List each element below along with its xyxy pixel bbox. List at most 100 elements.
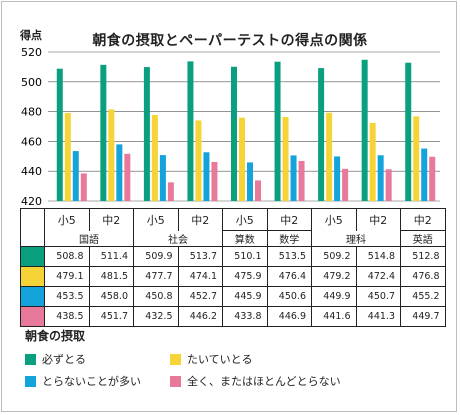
swatch: [21, 307, 44, 326]
y-tick-label: 500: [21, 76, 42, 89]
bar-1-4: [187, 61, 194, 202]
bar-3-2: [116, 144, 123, 201]
bar-chart: 420 440 460 480 500 520: [21, 46, 440, 208]
y-tick-label: 460: [21, 135, 42, 148]
bar-1-7: [318, 68, 325, 201]
bar-4-4: [211, 161, 218, 201]
bar-1-5: [231, 66, 237, 201]
legend-title: 朝食の摂取: [25, 329, 86, 343]
bar-1-8: [361, 59, 368, 201]
value-cell: 450.7: [355, 286, 401, 307]
bar-4-2: [124, 153, 131, 201]
bar-3-1: [72, 151, 79, 201]
row-swatch: [20, 266, 45, 287]
value-cell: 441.6: [311, 306, 357, 327]
bar-2-9: [413, 116, 420, 201]
bar-1-1: [56, 68, 63, 201]
value-cell: 479.2: [311, 266, 357, 287]
swatch: [21, 267, 44, 286]
bar-2-5: [239, 117, 245, 201]
legend-label: 必ずとる: [42, 353, 86, 366]
value-cell: 472.4: [355, 266, 401, 287]
bar-1-2: [100, 64, 107, 202]
table-row: 438.5 451.7 432.5 446.2 433.8 446.9 441.6 441.3…: [20, 306, 446, 327]
value-cell: 510.1: [222, 246, 268, 267]
grade-header: 中2: [88, 208, 134, 231]
table-corner: [20, 208, 45, 247]
y-tick-label: 420: [21, 195, 42, 208]
grade-header: 中2: [355, 208, 401, 231]
value-cell: 451.7: [88, 306, 134, 327]
bar-2-4: [195, 120, 202, 201]
legend-swatch: [25, 375, 36, 387]
value-cell: 474.1: [177, 266, 223, 287]
value-cell: 433.8: [222, 306, 268, 327]
legend-swatch: [170, 353, 181, 365]
value-cell: 511.4: [88, 246, 134, 267]
subject-header: 数学: [266, 230, 312, 247]
legend-swatch: [170, 375, 181, 387]
legend-item-often-skip: とらないことが多い: [25, 373, 141, 389]
value-cell: 449.7: [400, 306, 446, 327]
value-cell: 512.8: [400, 246, 446, 267]
value-cell: 438.5: [44, 306, 90, 327]
value-cell: 446.9: [266, 306, 312, 327]
legend-label: たいていとる: [187, 353, 253, 366]
value-cell: 514.8: [355, 246, 401, 267]
bar-3-7: [334, 156, 341, 201]
data-table: 小5 中2 小5 中2 小5 中2 小5 中2 中2 国語 社会 算数 数学 理科 英語 508.8 511.4…: [20, 208, 446, 327]
bar-3-6: [290, 155, 297, 201]
legend-item-never: 全く、またはほとんどとらない: [170, 373, 341, 389]
value-cell: 432.5: [133, 306, 179, 327]
legend-label: とらないことが多い: [42, 375, 141, 388]
subject-header: 社会: [133, 230, 223, 247]
bar-3-5: [247, 162, 253, 201]
bar-3-4: [203, 152, 210, 201]
legend-swatch: [25, 353, 36, 365]
value-cell: 509.2: [311, 246, 357, 267]
value-cell: 446.2: [177, 306, 223, 327]
subject-header: 算数: [222, 230, 268, 247]
bar-4-7: [342, 168, 349, 201]
y-tick-label: 440: [21, 165, 42, 178]
value-cell: 481.5: [88, 266, 134, 287]
bar-4-3: [167, 182, 174, 201]
legend-item-usually: たいていとる: [170, 351, 253, 367]
subject-header: 理科: [311, 230, 401, 247]
swatch: [21, 247, 44, 266]
table-row: 453.5 458.0 450.8 452.7 445.9 450.6 449.9 450.7…: [20, 286, 446, 307]
value-cell: 449.9: [311, 286, 357, 307]
value-cell: 476.8: [400, 266, 446, 287]
grade-header: 小5: [222, 208, 268, 231]
bar-4-6: [298, 160, 305, 201]
row-swatch: [20, 306, 45, 327]
grade-header: 中2: [400, 208, 446, 231]
y-axis-label: 得点: [20, 29, 42, 42]
row-swatch: [20, 246, 45, 267]
bar-4-5: [255, 180, 261, 201]
bar-2-2: [108, 109, 115, 201]
grade-header: 小5: [44, 208, 90, 231]
bar-2-3: [151, 115, 158, 201]
grade-header: 中2: [177, 208, 223, 231]
value-cell: 441.3: [355, 306, 401, 327]
value-cell: 476.4: [266, 266, 312, 287]
y-tick-label: 520: [21, 46, 42, 59]
value-cell: 477.7: [133, 266, 179, 287]
grade-header: 小5: [311, 208, 357, 231]
value-cell: 452.7: [177, 286, 223, 307]
chart-title: 朝食の摂取とペーパーテストの得点の関係: [92, 33, 368, 49]
grade-header: 小5: [133, 208, 179, 231]
row-swatch: [20, 286, 45, 307]
grade-header: 中2: [266, 208, 312, 231]
bar-3-8: [377, 155, 384, 201]
bar-1-3: [143, 67, 150, 201]
y-tick-label: 480: [21, 106, 42, 119]
bar-1-9: [405, 62, 412, 202]
value-cell: 450.6: [266, 286, 312, 307]
value-cell: 513.5: [266, 246, 312, 267]
value-cell: 455.2: [400, 286, 446, 307]
value-cell: 450.8: [133, 286, 179, 307]
table-row: 508.8 511.4 509.9 513.7 510.1 513.5 509.2 514.8…: [20, 246, 446, 267]
